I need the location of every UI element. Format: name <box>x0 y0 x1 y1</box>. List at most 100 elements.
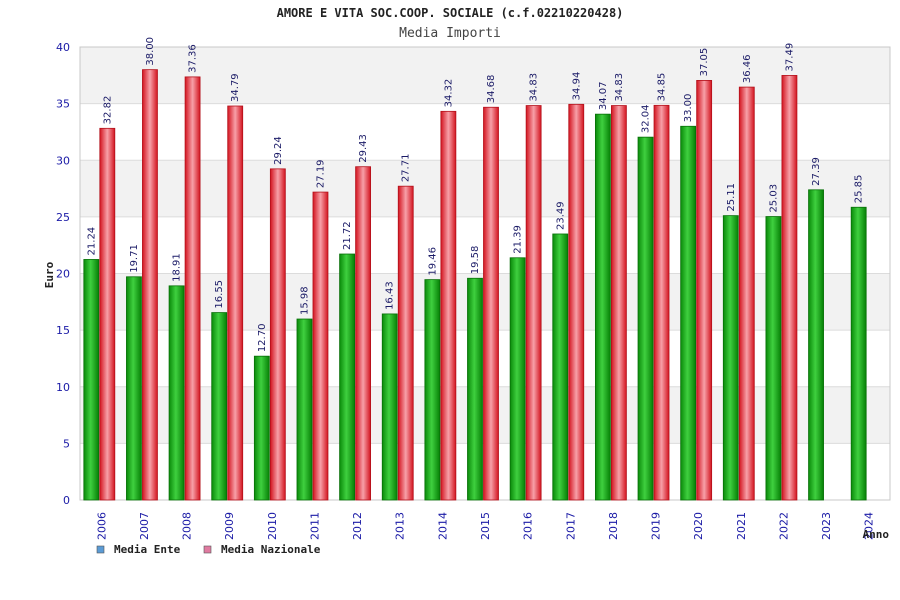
bar-media-ente-2010 <box>253 355 270 501</box>
bar-media-ente-2009 <box>211 312 228 501</box>
data-label-media-nazionale-2022: 37.49 <box>784 43 795 72</box>
y-tick-label: 5 <box>63 437 70 450</box>
bar-media-ente-2011 <box>296 318 313 501</box>
data-label-media-ente-2010: 12.70 <box>257 324 268 353</box>
data-label-media-nazionale-2009: 34.79 <box>230 73 241 102</box>
data-label-media-ente-2017: 23.49 <box>555 201 566 230</box>
bar-media-nazionale-2007 <box>142 69 158 501</box>
bar-media-nazionale-2011 <box>312 191 329 501</box>
legend-swatch-media-ente <box>96 545 105 554</box>
bar-media-ente-2021 <box>722 215 739 501</box>
data-label-media-nazionale-2016: 34.83 <box>529 73 540 102</box>
data-label-media-nazionale-2013: 27.71 <box>401 154 412 183</box>
x-tick-label-2014: 2014 <box>436 512 449 540</box>
bar-media-nazionale-2012 <box>355 166 372 501</box>
x-tick-label-2021: 2021 <box>735 512 748 540</box>
bar-media-nazionale-2014 <box>440 110 457 501</box>
y-tick-label: 20 <box>56 268 70 281</box>
bar-media-ente-2024 <box>850 206 867 501</box>
data-label-media-nazionale-2015: 34.68 <box>486 75 497 104</box>
x-tick-label-2012: 2012 <box>351 512 364 540</box>
bar-media-ente-2013 <box>381 313 398 501</box>
bar-media-nazionale-2010 <box>269 168 286 501</box>
data-label-media-ente-2007: 19.71 <box>129 244 140 273</box>
bar-media-nazionale-2009 <box>227 105 244 501</box>
bar-media-ente-2018 <box>594 113 611 501</box>
y-tick-label: 0 <box>63 494 70 507</box>
bar-media-nazionale-2013 <box>397 185 414 501</box>
data-label-media-nazionale-2018: 34.83 <box>614 73 625 102</box>
x-tick-label-2023: 2023 <box>820 512 833 540</box>
bar-media-nazionale-2021 <box>738 86 755 501</box>
x-tick-label-2013: 2013 <box>394 512 407 540</box>
bar-media-ente-2023 <box>808 189 824 501</box>
x-tick-label-2018: 2018 <box>607 512 620 540</box>
data-label-media-ente-2024: 25.85 <box>854 175 865 204</box>
x-tick-label-2017: 2017 <box>564 512 577 540</box>
bar-media-ente-2019 <box>637 136 654 501</box>
y-tick-label: 15 <box>56 324 70 337</box>
bar-media-ente-2022 <box>765 216 782 501</box>
bar-media-nazionale-2020 <box>696 80 713 501</box>
data-label-media-nazionale-2011: 27.19 <box>315 159 326 188</box>
x-tick-label-2019: 2019 <box>650 512 663 540</box>
x-tick-label-2010: 2010 <box>266 512 279 540</box>
x-tick-label-2006: 2006 <box>95 512 108 540</box>
y-tick-label: 40 <box>56 41 70 54</box>
y-tick-label: 10 <box>56 381 70 394</box>
bar-media-ente-2012 <box>339 253 356 501</box>
data-label-media-nazionale-2019: 34.85 <box>657 73 668 102</box>
data-label-media-nazionale-2010: 29.24 <box>273 136 284 165</box>
data-label-media-nazionale-2014: 34.32 <box>443 79 454 108</box>
data-label-media-nazionale-2006: 32.82 <box>102 96 113 125</box>
bar-media-nazionale-2018 <box>610 105 627 501</box>
bar-media-ente-2015 <box>467 277 483 501</box>
bar-media-nazionale-2017 <box>568 103 585 501</box>
data-label-media-ente-2023: 27.39 <box>811 157 822 186</box>
bar-media-nazionale-2022 <box>781 75 798 501</box>
bar-media-ente-2020 <box>680 125 697 501</box>
x-tick-label-2011: 2011 <box>308 512 321 540</box>
data-label-media-ente-2011: 15.98 <box>299 286 310 315</box>
y-tick-label: 25 <box>56 211 70 224</box>
data-label-media-ente-2019: 32.04 <box>641 105 652 134</box>
data-label-media-ente-2008: 18.91 <box>172 253 183 282</box>
x-axis: 2006 2007 2008 2009 2010 2011 2012 2013 2014 2015… <box>95 512 875 540</box>
x-tick-label-2024: 2024 <box>863 512 876 540</box>
bar-media-ente-2006 <box>83 259 100 501</box>
data-label-media-ente-2020: 33.00 <box>683 94 694 123</box>
bar-media-ente-2014 <box>424 279 441 501</box>
data-label-media-nazionale-2017: 34.94 <box>571 72 582 101</box>
data-label-media-ente-2012: 21.72 <box>342 221 353 250</box>
data-label-media-nazionale-2012: 29.43 <box>358 134 369 163</box>
grid-band <box>80 47 890 104</box>
bar-media-nazionale-2008 <box>184 76 201 501</box>
chart-subtitle: Media Importi <box>399 26 501 41</box>
y-tick-label: 35 <box>56 98 70 111</box>
bar-media-nazionale-2019 <box>653 104 670 501</box>
y-axis: 0 5 10 15 20 25 30 35 40 <box>56 41 70 507</box>
legend-label-media-ente: Media Ente <box>114 543 181 556</box>
data-label-media-ente-2018: 34.07 <box>598 82 609 111</box>
data-label-media-ente-2021: 25.11 <box>726 183 737 212</box>
data-label-media-ente-2014: 19.46 <box>427 247 438 276</box>
data-label-media-nazionale-2007: 38.00 <box>145 37 156 66</box>
x-tick-label-2022: 2022 <box>777 512 790 540</box>
legend-label-media-nazionale: Media Nazionale <box>221 543 321 556</box>
legend-swatch-media-nazionale <box>203 545 212 554</box>
bar-media-ente-2008 <box>168 285 185 501</box>
x-tick-label-2015: 2015 <box>479 512 492 540</box>
bar-media-ente-2016 <box>509 257 526 501</box>
y-axis-label: Euro <box>43 261 56 288</box>
data-label-media-nazionale-2021: 36.46 <box>742 54 753 83</box>
bar-media-ente-2017 <box>552 233 569 501</box>
data-label-media-ente-2022: 25.03 <box>768 184 779 213</box>
data-label-media-ente-2016: 21.39 <box>513 225 524 254</box>
x-tick-label-2009: 2009 <box>223 512 236 540</box>
bar-media-ente-2007 <box>126 276 142 501</box>
y-tick-label: 30 <box>56 154 70 167</box>
x-tick-label-2008: 2008 <box>181 512 194 540</box>
x-tick-label-2007: 2007 <box>138 512 151 540</box>
data-label-media-ente-2013: 16.43 <box>385 281 396 310</box>
data-label-media-ente-2015: 19.58 <box>470 246 481 275</box>
